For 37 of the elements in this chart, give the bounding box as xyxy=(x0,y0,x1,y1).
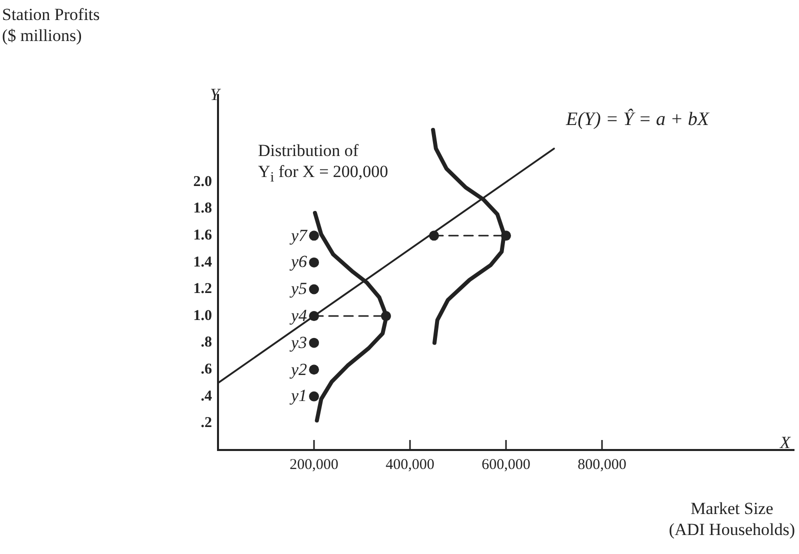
point xyxy=(429,230,439,241)
x-tick-label: 600,000 xyxy=(482,456,530,473)
data-label: y1 xyxy=(290,385,307,406)
y-tick-label: 1.4 xyxy=(193,254,212,270)
annotation: Distribution of Y$_{i}$ for X = 200,000 xyxy=(258,140,388,188)
text: Station Profits ($ millions) xyxy=(2,4,100,46)
x-tick-label: 800,000 xyxy=(578,456,626,473)
point xyxy=(309,311,319,322)
y-tick-label: 1.8 xyxy=(193,200,212,217)
data-label: y7 xyxy=(290,224,307,246)
y-tick-label: .6 xyxy=(200,362,212,378)
y-tick-label: 1.0 xyxy=(193,308,212,324)
point xyxy=(309,230,319,241)
y-tick-label: 1.6 xyxy=(193,228,212,244)
point xyxy=(309,257,319,268)
series-label: E(Y) = Ŷ = a + bX xyxy=(566,108,709,130)
point xyxy=(309,364,319,375)
y-tick-label: 2.0 xyxy=(193,174,212,190)
data-label: y6 xyxy=(290,251,307,272)
y-tick-label: .4 xyxy=(200,388,212,404)
data-label: y5 xyxy=(290,278,307,300)
point xyxy=(309,391,319,402)
data-label: y4 xyxy=(290,305,307,326)
point xyxy=(309,338,319,348)
point xyxy=(501,230,511,241)
point xyxy=(381,311,391,322)
annotation: X xyxy=(780,432,790,453)
annotation: Y xyxy=(210,84,220,105)
x-tick-label: 400,000 xyxy=(386,456,434,473)
x-tick-label: 200,000 xyxy=(290,456,338,473)
y-tick-label: 1.2 xyxy=(193,281,212,298)
data-label: y3 xyxy=(290,332,307,353)
y-tick-label: .8 xyxy=(200,334,212,351)
data-label: y2 xyxy=(290,358,307,380)
point xyxy=(309,284,319,294)
y-tick-label: .2 xyxy=(200,415,212,432)
x-axis-title: Market Size (ADI Households) xyxy=(668,498,795,540)
